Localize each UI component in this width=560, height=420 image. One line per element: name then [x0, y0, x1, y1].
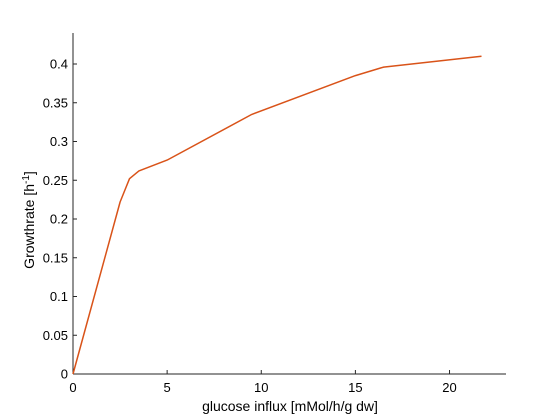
y-tick-label: 0.1	[50, 289, 68, 304]
x-tick-label: 10	[254, 380, 268, 395]
y-axis-title-close: ]	[21, 171, 37, 175]
growthrate-series-line	[73, 56, 482, 374]
x-tick-label: 20	[442, 380, 456, 395]
y-tick-label: 0.25	[43, 173, 68, 188]
y-tick-label: 0	[61, 367, 68, 382]
y-axis-title-base: Growthrate [h	[21, 184, 37, 269]
y-tick-label: 0.15	[43, 250, 68, 265]
x-tick-label: 15	[348, 380, 362, 395]
series-layer	[73, 56, 482, 374]
y-tick-label: 0.4	[50, 57, 68, 72]
x-axis-title: glucose influx [mMol/h/g dw]	[202, 398, 378, 414]
y-tick-label: 0.3	[50, 134, 68, 149]
axes	[73, 33, 506, 374]
y-axis-title: Growthrate [h-1]	[21, 171, 37, 269]
y-tick-label: 0.2	[50, 212, 68, 227]
y-tick-label: 0.35	[43, 95, 68, 110]
ticks: 0 5 10 15 20 0 0.05 0.1 0.15 0.2 0.25 0.3 0.35 0.4	[43, 57, 457, 396]
y-tick-label: 0.05	[43, 328, 68, 343]
x-tick-label: 0	[69, 380, 76, 395]
x-tick-label: 5	[164, 380, 171, 395]
